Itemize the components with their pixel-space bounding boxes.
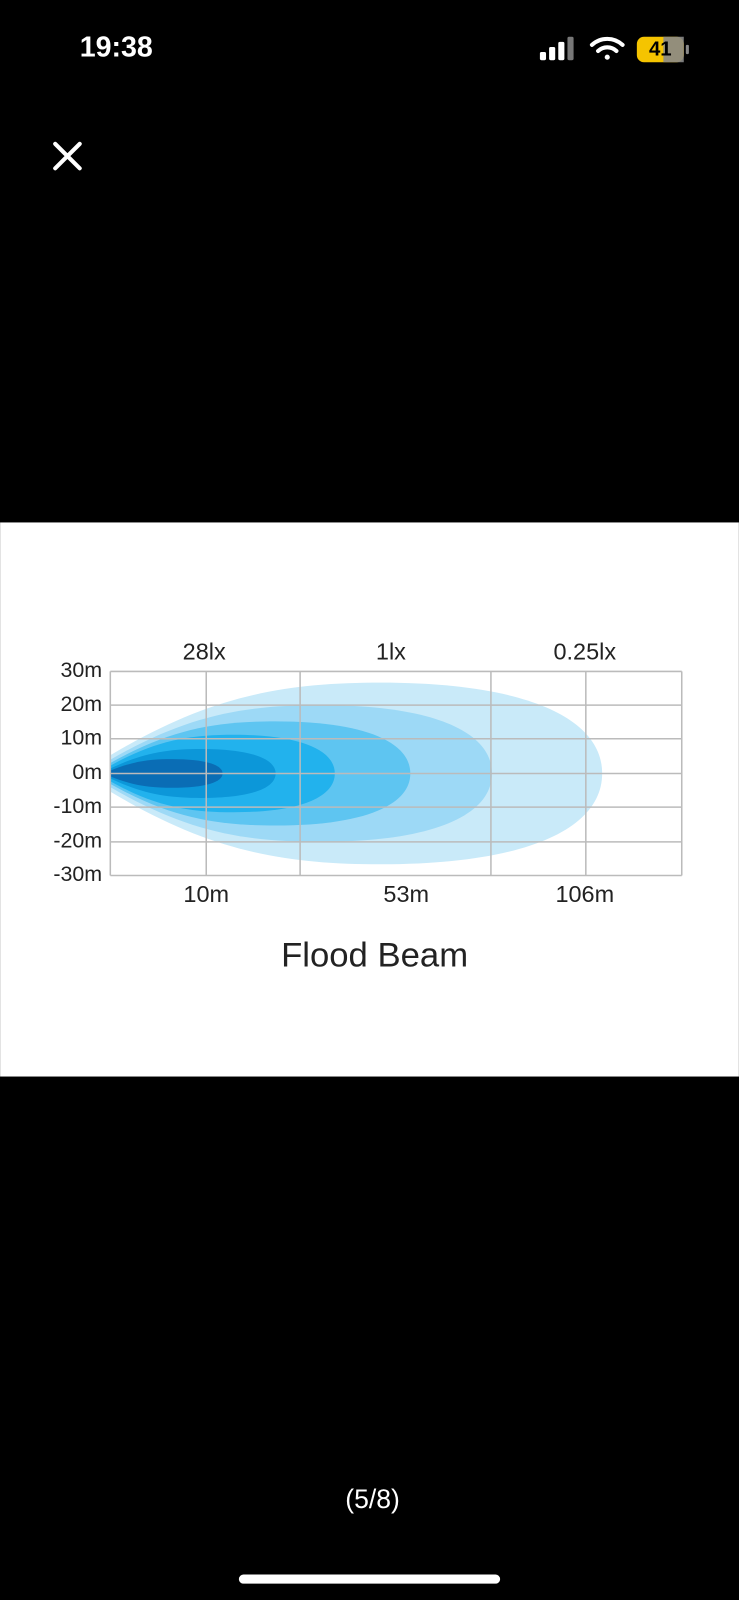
page-counter: (5/8) — [345, 1484, 400, 1514]
wifi-icon — [589, 36, 625, 60]
y-label: 20m — [60, 692, 102, 716]
y-label: 30m — [60, 658, 102, 682]
signal-icon — [539, 36, 574, 61]
top-label: 0.25lx — [554, 638, 617, 664]
bottom-label: 106m — [555, 881, 614, 907]
image: 30m 20m 10m 0m -10m -20m -30m 28lx 1lx 0.25lx 10m 5… — [0, 522, 739, 1077]
y-label: -20m — [53, 828, 102, 852]
battery-level: 41 — [649, 38, 672, 60]
close-button[interactable] — [41, 131, 94, 184]
y-label: 0m — [72, 760, 102, 784]
y-label: 10m — [60, 725, 102, 749]
top-label: 28lx — [183, 638, 226, 664]
top-label: 1lx — [376, 638, 406, 664]
status-time: 19:38 — [80, 32, 153, 64]
battery-icon: 41 — [636, 36, 689, 63]
bottom-label: 53m — [383, 881, 429, 907]
y-label: -30m — [53, 862, 102, 886]
y-label: -10m — [53, 794, 102, 818]
bottom-label: 10m — [183, 881, 229, 907]
image-title: Flood Beam — [281, 936, 468, 974]
labels: 30m 20m 10m 0m -10m -20m -30m 28lx 1lx 0.25lx 10m 5… — [53, 638, 616, 907]
grid — [109, 670, 683, 877]
home-indicator — [238, 1574, 501, 1584]
